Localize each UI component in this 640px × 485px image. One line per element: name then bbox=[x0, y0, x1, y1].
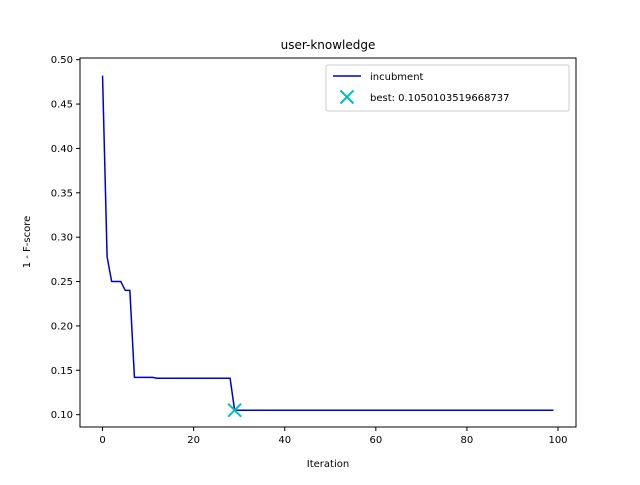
x-axis: 0 20 40 60 80 100 bbox=[99, 427, 568, 446]
y-tick-label: 0.30 bbox=[51, 233, 73, 244]
y-tick-label: 0.10 bbox=[51, 410, 73, 421]
legend-marker-swatch bbox=[339, 89, 355, 105]
plot-area bbox=[101, 75, 554, 418]
x-axis-label: Iteration bbox=[307, 459, 349, 470]
legend-best-x bbox=[339, 89, 355, 105]
legend-box bbox=[325, 64, 570, 112]
y-tick-label: 0.15 bbox=[51, 366, 73, 377]
chart-title: user-knowledge bbox=[281, 38, 376, 52]
legend-label-best: best: 0.1050103519668737 bbox=[370, 93, 510, 104]
x-tick-label: 100 bbox=[548, 435, 567, 446]
series-line-incubment bbox=[101, 75, 554, 411]
x-tick-label: 40 bbox=[278, 435, 291, 446]
y-tick-label: 0.50 bbox=[51, 55, 73, 66]
x-tick-label: 80 bbox=[461, 435, 474, 446]
y-tick-label: 0.45 bbox=[51, 100, 73, 111]
x-tick-label: 20 bbox=[187, 435, 200, 446]
y-tick-label: 0.20 bbox=[51, 321, 73, 332]
x-tick-label: 60 bbox=[369, 435, 382, 446]
y-tick-label: 0.25 bbox=[51, 277, 73, 288]
y-axis: 0.10 0.15 0.20 0.25 0.30 0.35 0.40 0.45 0.50 bbox=[51, 55, 80, 421]
y-tick-label: 0.35 bbox=[51, 188, 73, 199]
y-axis-label: 1 - F-score bbox=[22, 216, 33, 269]
plot-frame bbox=[79, 57, 577, 428]
legend-label-incubment: incubment bbox=[370, 72, 424, 83]
y-tick-label: 0.40 bbox=[51, 144, 73, 155]
x-tick-label: 0 bbox=[99, 435, 105, 446]
legend: incubment best: 0.1050103519668737 bbox=[325, 64, 570, 112]
best-point-marker bbox=[227, 403, 242, 418]
